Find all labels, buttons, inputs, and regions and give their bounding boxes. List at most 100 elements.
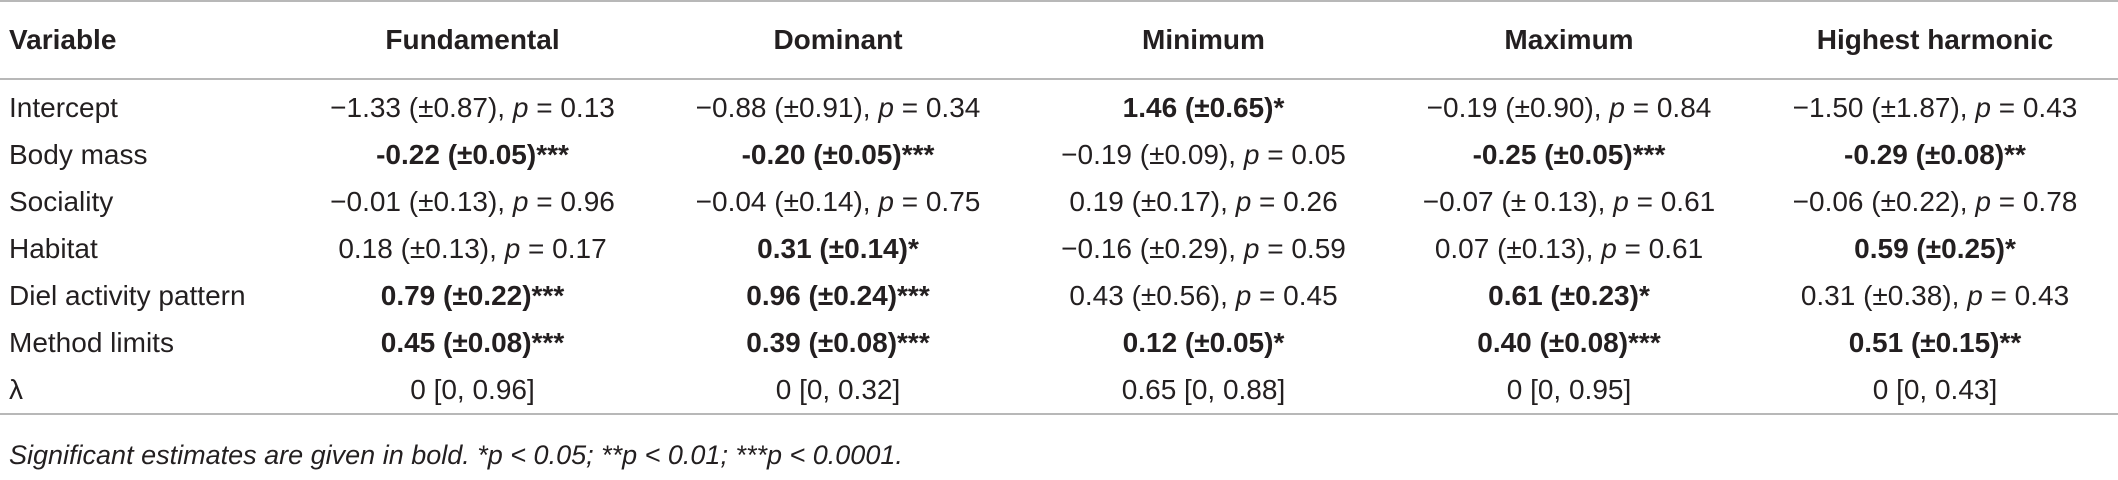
cell-estimate: 0.07 (±0.13),: [1434, 232, 1602, 264]
table-cell: -0.29 (±0.08)**: [1752, 131, 2118, 178]
cell-p-label: p: [1609, 91, 1625, 123]
table-cell: 0.40 (±0.08)***: [1386, 319, 1752, 366]
cell-p-label: p: [1243, 138, 1260, 170]
table-row: Intercept −1.33 (±0.87), p = 0.13 −0.88 (±…: [0, 79, 2118, 131]
cell-estimate: 0 [0, 0.43]: [1872, 373, 1998, 405]
table-footnote: Significant estimates are given in bold.…: [9, 440, 903, 470]
cell-estimate: −0.19 (±0.09),: [1061, 138, 1244, 170]
cell-estimate: −0.07 (± 0.13),: [1422, 185, 1614, 217]
cell-p-value: = 0.17: [520, 232, 607, 264]
header-maximum: Maximum: [1504, 24, 1634, 55]
row-variable-label: Method limits: [9, 326, 174, 358]
cell-estimate: −0.04 (±0.14),: [695, 185, 879, 217]
cell-p-label: p: [504, 232, 521, 264]
cell-p-label: p: [1975, 185, 1991, 217]
row-variable-label: Body mass: [9, 138, 148, 170]
table-cell: 0.45 (±0.08)***: [290, 319, 655, 366]
cell-p-value: = 0.75: [893, 185, 981, 217]
table-cell: 0.18 (±0.13), p = 0.17: [290, 225, 655, 272]
cell-estimate: 0.61 (±0.23)*: [1488, 279, 1650, 311]
cell-p-value: = 0.45: [1251, 279, 1338, 311]
table-cell: 0 [0, 0.96]: [290, 366, 655, 414]
cell-p-value: = 0.05: [1259, 138, 1346, 170]
header-fundamental: Fundamental: [385, 24, 560, 55]
cell-estimate: 0.12 (±0.05)*: [1122, 326, 1285, 358]
table-cell: 0.51 (±0.15)**: [1752, 319, 2118, 366]
row-variable-label: λ: [9, 373, 23, 405]
cell-estimate: 0 [0, 0.95]: [1506, 373, 1632, 405]
table-row: Diel activity pattern 0.79 (±0.22)*** 0.96…: [0, 272, 2118, 319]
cell-estimate: −1.50 (±1.87),: [1792, 91, 1976, 123]
cell-p-value: = 0.43: [1990, 91, 2078, 123]
cell-p-label: p: [1243, 232, 1260, 264]
cell-estimate: -0.20 (±0.05)***: [741, 138, 935, 170]
cell-p-value: = 0.13: [528, 91, 615, 123]
table-cell: −0.07 (± 0.13), p = 0.61: [1386, 178, 1752, 225]
header-variable: Variable: [9, 24, 117, 55]
cell-estimate: 0.65 [0, 0.88]: [1121, 373, 1286, 405]
cell-estimate: 0.40 (±0.08)***: [1477, 326, 1661, 358]
cell-estimate: -0.25 (±0.05)***: [1472, 138, 1666, 170]
header-minimum: Minimum: [1142, 24, 1265, 55]
table-cell: 0 [0, 0.43]: [1752, 366, 2118, 414]
results-table-container: Variable Fundamental Dominant Minimum Ma…: [0, 1, 2118, 470]
cell-estimate: −0.19 (±0.90),: [1426, 91, 1610, 123]
header-dominant: Dominant: [773, 24, 903, 55]
table-cell: -0.25 (±0.05)***: [1386, 131, 1752, 178]
table-cell: −1.50 (±1.87), p = 0.43: [1752, 79, 2118, 131]
table-cell: 0.31 (±0.38), p = 0.43: [1752, 272, 2118, 319]
cell-estimate: -0.29 (±0.08)**: [1844, 138, 2026, 170]
table-body: Intercept −1.33 (±0.87), p = 0.13 −0.88 (±…: [0, 79, 2118, 414]
table-cell: 0.43 (±0.56), p = 0.45: [1021, 272, 1386, 319]
cell-p-value: = 0.43: [1982, 279, 2070, 311]
table-cell: 0.65 [0, 0.88]: [1021, 366, 1386, 414]
table-cell: 0.39 (±0.08)***: [655, 319, 1021, 366]
table-cell: 0.07 (±0.13), p = 0.61: [1386, 225, 1752, 272]
header-row: Variable Fundamental Dominant Minimum Ma…: [0, 1, 2118, 79]
table-row: Habitat 0.18 (±0.13), p = 0.17 0.31 (±0.14…: [0, 225, 2118, 272]
cell-estimate: −0.16 (±0.29),: [1061, 232, 1244, 264]
cell-estimate: 0.31 (±0.38),: [1800, 279, 1968, 311]
cell-estimate: −0.01 (±0.13),: [330, 185, 513, 217]
table-cell: 0.12 (±0.05)*: [1021, 319, 1386, 366]
cell-estimate: −0.06 (±0.22),: [1792, 185, 1976, 217]
cell-p-label: p: [512, 91, 529, 123]
table-row: Method limits 0.45 (±0.08)*** 0.39 (±0.08)…: [0, 319, 2118, 366]
table-cell: 0 [0, 0.95]: [1386, 366, 1752, 414]
cell-estimate: 0.39 (±0.08)***: [746, 326, 930, 358]
cell-p-value: = 0.78: [1990, 185, 2078, 217]
cell-estimate: 0.31 (±0.14)*: [757, 232, 919, 264]
table-cell: 0.19 (±0.17), p = 0.26: [1021, 178, 1386, 225]
table-cell: 0.59 (±0.25)*: [1752, 225, 2118, 272]
cell-estimate: 0.79 (±0.22)***: [380, 279, 565, 311]
cell-p-label: p: [1235, 279, 1252, 311]
row-variable-label: Sociality: [9, 185, 114, 217]
table-row: Body mass -0.22 (±0.05)*** -0.20 (±0.05)**…: [0, 131, 2118, 178]
table-cell: 0.79 (±0.22)***: [290, 272, 655, 319]
table-row: λ 0 [0, 0.96] 0 [0, 0.32] 0.65 [0, 0.88] 0 […: [0, 366, 2118, 414]
row-variable-label: Intercept: [9, 91, 118, 123]
row-variable-label: Habitat: [9, 232, 98, 264]
cell-p-value: = 0.61: [1628, 185, 1716, 217]
cell-estimate: -0.22 (±0.05)***: [376, 138, 569, 170]
table-cell: −0.01 (±0.13), p = 0.96: [290, 178, 655, 225]
cell-estimate: 0.19 (±0.17),: [1069, 185, 1236, 217]
table-row: Sociality −0.01 (±0.13), p = 0.96 −0.04 (±…: [0, 178, 2118, 225]
table-cell: −0.19 (±0.09), p = 0.05: [1021, 131, 1386, 178]
table-cell: 0.61 (±0.23)*: [1386, 272, 1752, 319]
cell-estimate: −1.33 (±0.87),: [330, 91, 513, 123]
cell-p-value: = 0.59: [1259, 232, 1346, 264]
cell-estimate: 0.96 (±0.24)***: [746, 279, 930, 311]
cell-estimate: 0.43 (±0.56),: [1069, 279, 1236, 311]
cell-p-label: p: [878, 185, 894, 217]
table-cell: −1.33 (±0.87), p = 0.13: [290, 79, 655, 131]
cell-estimate: 0 [0, 0.32]: [775, 373, 901, 405]
cell-p-label: p: [1601, 232, 1617, 264]
cell-p-value: = 0.84: [1624, 91, 1712, 123]
table-cell: 0.31 (±0.14)*: [655, 225, 1021, 272]
table-cell: -0.20 (±0.05)***: [655, 131, 1021, 178]
cell-estimate: 0.45 (±0.08)***: [380, 326, 565, 358]
table-cell: −0.16 (±0.29), p = 0.59: [1021, 225, 1386, 272]
cell-estimate: 0 [0, 0.96]: [410, 373, 535, 405]
cell-p-value: = 0.96: [528, 185, 615, 217]
